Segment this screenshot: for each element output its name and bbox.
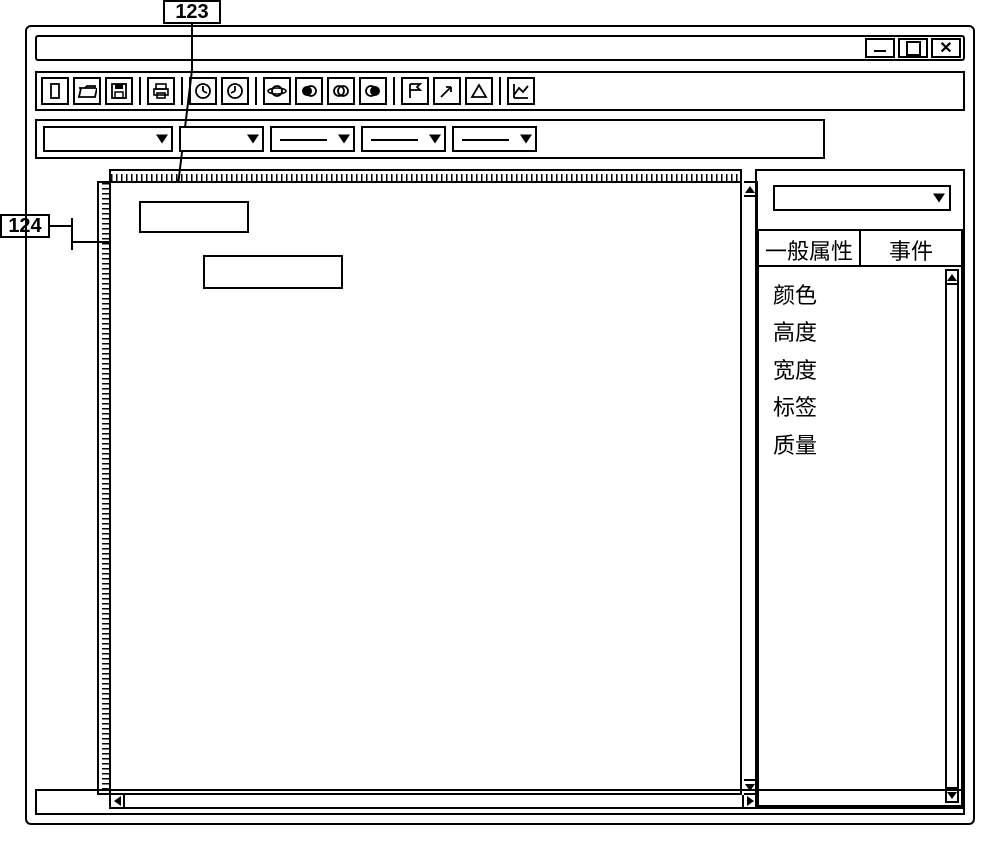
flag-button[interactable] <box>401 77 429 105</box>
canvas[interactable] <box>109 181 742 795</box>
separator-icon <box>139 77 141 105</box>
property-row[interactable]: 高度 <box>773 314 955 351</box>
chevron-down-icon <box>247 135 259 144</box>
triangle-button[interactable] <box>465 77 493 105</box>
close-button[interactable]: ✕ <box>931 38 961 58</box>
property-row[interactable]: 质量 <box>773 427 955 464</box>
chevron-down-icon <box>156 135 168 144</box>
canvas-object-123[interactable] <box>139 201 249 233</box>
combo-5[interactable] <box>452 126 537 152</box>
properties-panel: 一般属性 事件 颜色 高度 宽度 标签 质量 <box>755 169 965 809</box>
property-row[interactable]: 颜色 <box>773 277 955 314</box>
save-button[interactable] <box>105 77 133 105</box>
line-sample-icon <box>462 139 509 141</box>
toolbar-main <box>35 71 965 111</box>
shape-union-button[interactable] <box>327 77 355 105</box>
combo-3[interactable] <box>270 126 355 152</box>
combo-1[interactable] <box>43 126 173 152</box>
tab-general[interactable]: 一般属性 <box>757 229 861 267</box>
scroll-up-button[interactable] <box>947 271 957 285</box>
properties-list: 颜色 高度 宽度 标签 质量 <box>773 277 955 464</box>
property-row[interactable]: 宽度 <box>773 352 955 389</box>
app-window: ✕ <box>25 25 975 825</box>
tab-events[interactable]: 事件 <box>861 229 963 267</box>
triangle-up-icon <box>947 274 957 281</box>
separator-icon <box>181 77 183 105</box>
chevron-down-icon <box>520 135 532 144</box>
properties-vscrollbar[interactable] <box>945 269 959 803</box>
arrow-tool-button[interactable] <box>433 77 461 105</box>
chart-button[interactable] <box>507 77 535 105</box>
status-bar <box>35 789 965 815</box>
triangle-up-icon <box>745 186 755 193</box>
line-sample-icon <box>280 139 327 141</box>
properties-list-container: 颜色 高度 宽度 标签 质量 <box>757 265 963 807</box>
combo-2[interactable] <box>179 126 264 152</box>
clock-cw-button[interactable] <box>189 77 217 105</box>
separator-icon <box>255 77 257 105</box>
clock-ccw-button[interactable] <box>221 77 249 105</box>
object-selector[interactable] <box>773 185 951 211</box>
combo-4[interactable] <box>361 126 446 152</box>
print-button[interactable] <box>147 77 175 105</box>
maximize-button[interactable] <box>898 38 928 58</box>
chevron-down-icon <box>933 194 945 203</box>
separator-icon <box>499 77 501 105</box>
minimize-button[interactable] <box>865 38 895 58</box>
shape-intersect-button[interactable] <box>295 77 323 105</box>
titlebar: ✕ <box>35 35 965 61</box>
planet-button[interactable] <box>263 77 291 105</box>
separator-icon <box>393 77 395 105</box>
chevron-down-icon <box>338 135 350 144</box>
shape-subtract-button[interactable] <box>359 77 387 105</box>
open-button[interactable] <box>73 77 101 105</box>
property-row[interactable]: 标签 <box>773 389 955 426</box>
properties-tabs: 一般属性 事件 <box>757 229 963 267</box>
line-sample-icon <box>371 139 418 141</box>
toolbar-style <box>35 119 825 159</box>
canvas-area <box>97 169 742 809</box>
canvas-object-124[interactable] <box>203 255 343 289</box>
chevron-down-icon <box>429 135 441 144</box>
new-doc-button[interactable] <box>41 77 69 105</box>
